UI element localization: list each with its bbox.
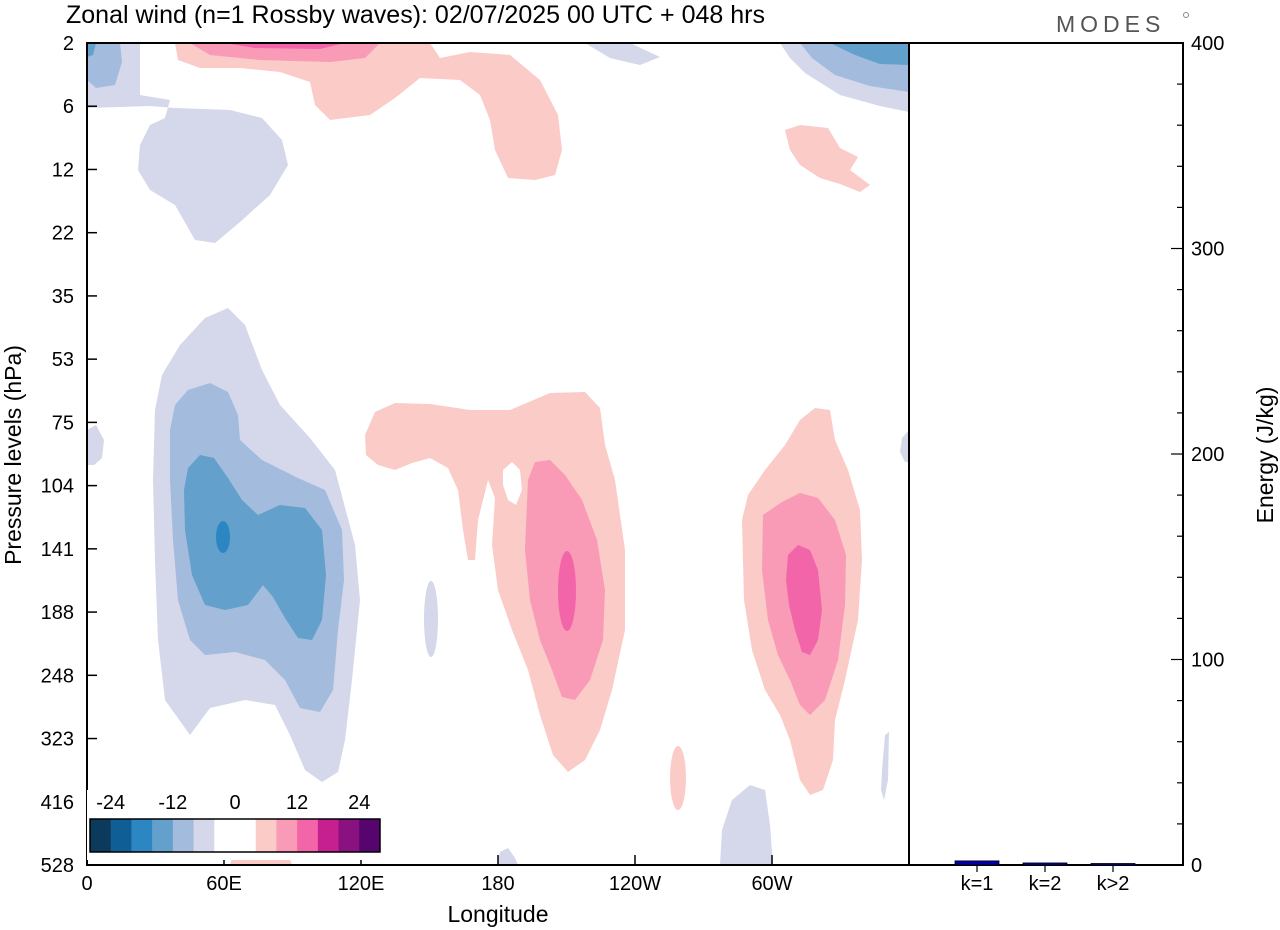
contour-region [503,462,522,505]
colorbar-label: 24 [348,792,370,814]
colorbar-frame [89,818,381,853]
x-tick-label: 120W [609,873,661,895]
x-tick-label: 60E [206,873,242,895]
energy-tick-label: 400 [1191,33,1224,55]
colorbar-swatch [317,819,340,852]
contour-region [190,43,380,62]
energy-bar [954,860,1000,866]
y-tick-label: 323 [41,729,74,751]
contour-region [216,521,230,553]
contour-region [497,848,518,865]
energy-category-label: k=1 [961,873,994,895]
colorbar-swatch [90,819,112,852]
colorbar-swatch [172,819,195,852]
contour-region [900,430,909,462]
x-axis-label: Longitude [447,901,548,927]
contour-fill-group [87,43,909,865]
x-tick-label: 120E [338,873,385,895]
colorbar-swatch [338,819,360,852]
energy-category-label: k>2 [1097,873,1130,895]
x-tick-label: 0 [81,873,92,895]
x-tick-label: 60W [751,873,792,895]
colorbar-swatch [193,819,215,852]
y-tick-label: 75 [52,412,74,434]
contour-panel: 0 60E 120E 180 120W 60W 2 6 12 22 35 53 75 104 141 188… [0,33,910,927]
energy-panel: k=1 k=2 k>2 0 100 200 300 400 Energy (J/kg) [908,33,1278,895]
x-tick-label: 180 [481,873,514,895]
y-tick-label: 6 [63,96,74,118]
colorbar-swatch [255,819,277,852]
y-tick-label: 12 [52,159,74,181]
energy-bar [1022,862,1068,866]
energy-bar [1090,863,1136,866]
colorbar-swatch [110,819,132,852]
colorbar-swatches [90,819,381,852]
y-tick-label: 416 [41,792,74,814]
x-axis-ticks: 0 60E 120E 180 120W 60W [81,855,793,895]
y-tick-label: 248 [41,665,74,687]
y-tick-label: 53 [52,349,74,371]
energy-category-labels: k=1 k=2 k>2 [961,865,1130,895]
contour-region [720,785,773,865]
y-tick-label: 188 [41,602,74,624]
contour-region [87,43,288,243]
energy-tick-label: 0 [1191,855,1202,877]
contour-region [184,455,326,640]
contour-region [87,43,122,88]
energy-tick-label: 200 [1191,444,1224,466]
contour-region [785,125,870,192]
colorbar-swatch [214,819,236,852]
energy-bars [954,860,1136,866]
colorbar-swatch [359,819,381,852]
contour-region [87,425,104,465]
colorbar: -24 -12 0 12 24 [87,790,383,860]
contour-region [558,551,576,631]
y-tick-label: 2 [63,33,74,55]
y-tick-label: 528 [41,855,74,877]
y-axis-label: Pressure levels (hPa) [0,345,26,565]
contour-region [670,746,686,810]
y-tick-label: 141 [41,539,74,561]
colorbar-swatch [235,819,257,852]
contour-region [87,43,96,57]
contour-region [175,43,562,180]
y-tick-label: 22 [52,223,74,245]
colorbar-swatch [297,819,319,852]
contour-region [830,43,909,65]
colorbar-label: 0 [229,792,240,814]
y-tick-label: 104 [41,476,74,498]
colorbar-label: -24 [96,792,125,814]
chart-title: Zonal wind (n=1 Rossby waves): 02/07/202… [66,1,765,29]
colorbar-swatch [276,819,298,852]
colorbar-swatch [131,819,153,852]
energy-panel-frame [908,42,1184,866]
contour-region [881,732,889,800]
contour-region [585,43,660,65]
colorbar-label: -12 [158,792,187,814]
colorbar-labels: -24 -12 0 12 24 [96,792,370,814]
energy-tick-label: 300 [1191,239,1224,261]
energy-tick-label: 100 [1191,650,1224,672]
contour-region [225,43,345,49]
y-tick-label: 35 [52,286,74,308]
contour-region [786,545,822,655]
colorbar-swatch [152,819,174,852]
energy-axis-label: Energy (J/kg) [1252,387,1278,524]
y-axis-ticks: 2 6 12 22 35 53 75 104 141 188 248 323 416 528 [41,33,97,877]
energy-y-axis-ticks: 0 100 200 300 400 [1171,33,1224,877]
energy-category-label: k=2 [1029,873,1062,895]
logo-registered-mark [1183,12,1189,18]
modes-logo: MODES [1056,11,1165,37]
colorbar-label: 12 [286,792,308,814]
contour-region [424,581,438,657]
